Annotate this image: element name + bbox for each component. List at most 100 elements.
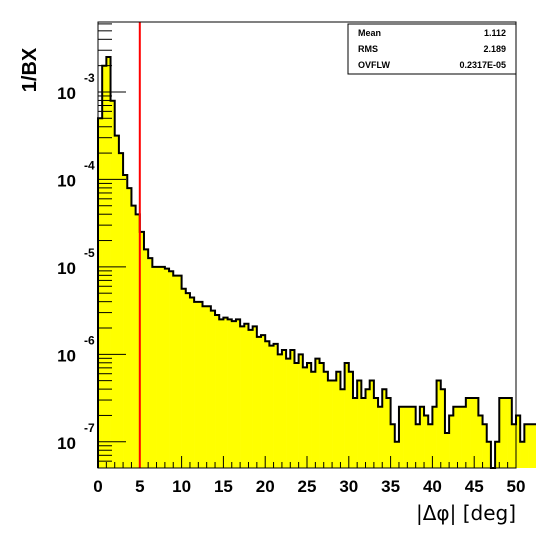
x-tick-label: 5 xyxy=(135,477,144,496)
histogram-bar xyxy=(219,319,224,468)
histogram-bar xyxy=(369,380,375,468)
histogram-bar xyxy=(428,424,433,468)
histogram-bar xyxy=(478,415,483,468)
histogram-layer xyxy=(97,55,536,469)
y-axis-label: 1/BX xyxy=(19,47,41,92)
histogram-bar xyxy=(265,341,270,468)
histogram-bar xyxy=(424,415,429,468)
histogram-bar xyxy=(302,367,308,468)
histogram-bar xyxy=(143,249,149,468)
histogram-bar xyxy=(286,358,291,468)
histogram-bar xyxy=(449,415,454,468)
x-tick-label: 50 xyxy=(507,477,526,496)
histogram-bar xyxy=(332,380,337,468)
histogram-bar xyxy=(290,349,295,468)
histogram-bar xyxy=(457,406,462,468)
histogram-bar xyxy=(256,336,262,468)
histogram-bar xyxy=(307,363,312,468)
plot-frame xyxy=(97,21,517,469)
histogram-bar xyxy=(440,389,446,468)
histogram-bar xyxy=(378,406,383,468)
axis-layer: 0 5 10 15 20 25 30 35 40 45 50 10 -3 10 -4 10 -5 10 -6 10 -7 xyxy=(57,23,526,496)
x-tick-label: 0 xyxy=(93,477,102,496)
histogram-bar xyxy=(148,258,153,468)
histogram-bar xyxy=(131,205,136,468)
histogram-bar xyxy=(252,326,258,468)
x-axis-label: |Δφ| [deg] xyxy=(416,501,516,525)
histogram-bar xyxy=(298,354,304,468)
histogram-bar xyxy=(323,371,329,468)
histogram-bar xyxy=(169,271,174,468)
histogram-bar xyxy=(202,306,207,468)
histogram-bar xyxy=(244,323,249,468)
histogram-bar xyxy=(524,424,529,468)
histogram-bar xyxy=(390,424,396,468)
histogram-bar xyxy=(135,214,141,468)
stats-mean-value: 1.112 xyxy=(484,28,506,38)
histogram-bar xyxy=(210,310,216,468)
histogram-bar xyxy=(386,398,391,468)
histogram-bar xyxy=(189,297,195,468)
stats-box: Mean 1.112 RMS 2.189 OVFLW 0.2317E-05 xyxy=(347,23,517,75)
histogram-bar xyxy=(486,441,492,468)
histogram-bar xyxy=(461,406,467,468)
histogram-bar xyxy=(114,135,120,468)
histogram-bar xyxy=(398,406,404,468)
histogram-bar xyxy=(474,398,479,468)
histogram-bar xyxy=(503,398,508,468)
y-tick-label: 10 xyxy=(57,84,76,103)
histogram-bar xyxy=(311,371,316,468)
histogram-bar xyxy=(231,321,237,468)
histogram-bar xyxy=(465,398,471,468)
histogram-bar xyxy=(340,389,345,468)
histogram-bar xyxy=(382,389,387,468)
histogram-bar xyxy=(365,389,370,468)
histogram-bar xyxy=(516,415,521,468)
histogram-bar xyxy=(495,441,500,468)
histogram-bar xyxy=(528,424,534,468)
y-tick-exponent: -7 xyxy=(84,421,95,435)
histogram-bar xyxy=(352,398,358,468)
histogram-bar xyxy=(227,319,233,468)
histogram-bar xyxy=(453,406,458,468)
histogram-bar xyxy=(511,424,517,468)
histogram-bar xyxy=(281,349,287,468)
histogram-bar xyxy=(432,406,437,468)
histogram-bar xyxy=(499,398,504,468)
histogram-bar xyxy=(185,293,191,468)
x-tick-label: 35 xyxy=(381,477,400,496)
y-tick-exponent: -4 xyxy=(84,158,95,172)
histogram-bar xyxy=(336,371,341,468)
histogram-bar xyxy=(123,175,128,468)
y-tick-label: 10 xyxy=(57,346,76,365)
histogram-bar xyxy=(361,398,366,468)
histogram-bar xyxy=(344,363,350,468)
x-tick-label: 10 xyxy=(172,477,191,496)
histogram-bar xyxy=(261,335,266,468)
histogram-bar xyxy=(164,268,170,468)
histogram-bar xyxy=(411,406,416,468)
stats-ovflw-label: OVFLW xyxy=(358,60,391,70)
stats-box-frame xyxy=(347,23,517,75)
x-tick-label: 15 xyxy=(214,477,233,496)
histogram-bar xyxy=(206,306,212,468)
y-tick-exponent: -3 xyxy=(84,71,95,85)
histogram-bar xyxy=(507,398,513,468)
histogram-bar xyxy=(248,329,253,468)
histogram-bar xyxy=(327,380,333,468)
stats-rms-value: 2.189 xyxy=(483,44,506,54)
x-tick-label: 45 xyxy=(465,477,484,496)
histogram-bar xyxy=(394,441,400,468)
stats-rms-label: RMS xyxy=(358,44,378,54)
stats-ovflw-value: 0.2317E-05 xyxy=(459,60,506,70)
histogram-bar xyxy=(215,314,220,468)
x-tick-label: 20 xyxy=(256,477,275,496)
y-tick-label: 10 xyxy=(57,171,76,190)
histogram-bar xyxy=(139,231,145,468)
histogram-bar xyxy=(160,266,166,468)
y-tick-label: 10 xyxy=(57,434,76,453)
histogram-bar xyxy=(240,326,245,468)
histogram-bar xyxy=(235,319,241,468)
histogram-bar xyxy=(294,363,299,468)
